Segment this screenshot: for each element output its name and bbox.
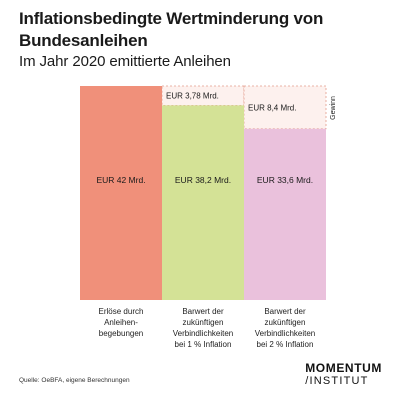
category-label-2: Barwert der zukünftigen Verbindlichkeiten b… <box>162 306 244 350</box>
category-label-2-line: Verbindlichkeiten <box>172 329 234 338</box>
category-label-3-line: Verbindlichkeiten <box>254 329 316 338</box>
bar-1 <box>80 86 162 300</box>
momentum-institut-logo: MOMENTUM /INSTITUT <box>305 362 382 388</box>
bar-value-label-2: EUR 38,2 Mrd. <box>175 175 231 185</box>
category-label-1: Erlöse durch Anleihen-begebungen <box>80 306 162 339</box>
category-label-1-line: begebungen <box>98 329 144 338</box>
category-label-1-line: Erlöse durch <box>98 307 144 316</box>
chart-title: Inflationsbedingte Wertminderung von Bun… <box>19 9 324 50</box>
logo-line-1: MOMENTUM <box>305 361 382 375</box>
bar-2 <box>162 105 244 300</box>
category-label-3-line: bei 2 % Inflation <box>256 340 314 349</box>
category-label-2-line: zukünftigen <box>182 318 224 327</box>
category-label-2-line: bei 1 % Inflation <box>174 340 232 349</box>
category-label-1-line: Anleihen- <box>104 318 138 327</box>
logo-line-2: /INSTITUT <box>305 375 369 387</box>
bar-3 <box>244 128 326 300</box>
category-label-2-line: Barwert der <box>182 307 224 316</box>
gain-axis-label: Gewinn <box>330 96 337 120</box>
gain-value-label-2: EUR 3,78 Mrd. <box>166 92 219 101</box>
category-label-3: Barwert der zukünftigen Verbindlichkeiten b… <box>244 306 326 350</box>
gain-value-label-3: EUR 8,4 Mrd. <box>248 103 296 112</box>
category-label-3-line: zukünftigen <box>264 318 306 327</box>
chart-subtitle: Im Jahr 2020 emittierte Anleihen <box>19 53 231 70</box>
bar-value-label-3: EUR 33,6 Mrd. <box>257 175 313 185</box>
source-note: Quelle: OeBFA, eigene Berechnungen <box>19 377 130 384</box>
category-label-3-line: Barwert der <box>264 307 306 316</box>
bar-value-label-1: EUR 42 Mrd. <box>96 175 145 185</box>
